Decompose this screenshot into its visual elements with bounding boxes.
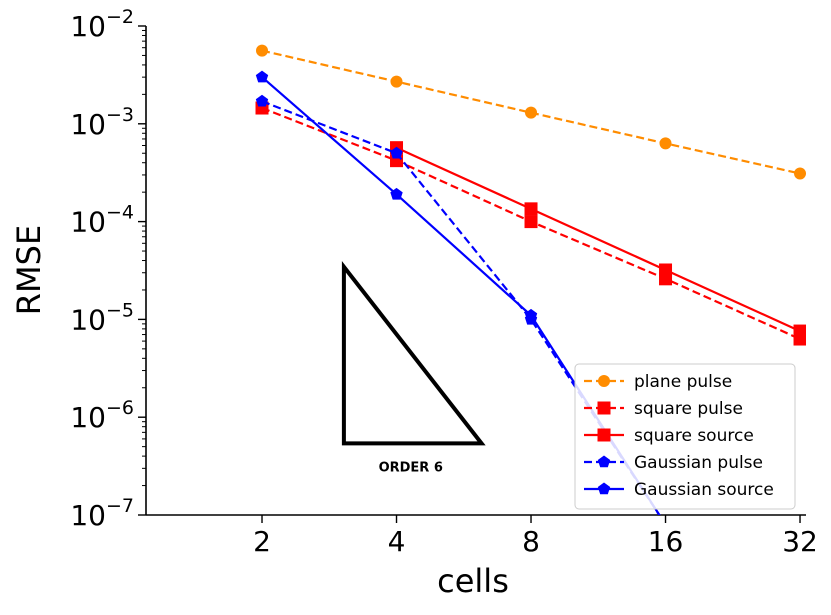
order-annotation: ORDER 6: [341, 260, 486, 475]
x-tick-label: 8: [522, 525, 540, 558]
data-point: [524, 202, 538, 216]
data-point: [390, 187, 403, 200]
series-plane-pulse: [256, 44, 806, 180]
y-tick-base: 10: [70, 10, 106, 43]
y-tick-base: 10: [70, 303, 106, 336]
y-tick-exponent: −5: [106, 299, 134, 321]
legend-marker: [597, 428, 611, 442]
y-tick-base: 10: [70, 206, 106, 239]
legend-marker: [597, 401, 611, 415]
y-tick-label: 10−2: [70, 6, 134, 43]
data-point: [255, 70, 269, 83]
legend-item: Gaussian pulse: [584, 453, 763, 473]
y-tick-base: 10: [70, 108, 106, 141]
x-tick-label: 32: [782, 525, 818, 558]
data-point: [256, 44, 269, 57]
legend-label: square source: [634, 426, 754, 446]
x-tick-label: 16: [648, 525, 684, 558]
data-point: [524, 215, 538, 229]
y-tick-exponent: −4: [106, 202, 134, 224]
y-tick-exponent: −7: [106, 495, 134, 517]
order-label: ORDER 6: [379, 460, 443, 475]
y-tick-label: 10−5: [70, 299, 134, 336]
y-tick-base: 10: [70, 401, 106, 434]
data-point: [793, 324, 806, 338]
data-point: [525, 106, 538, 119]
axes: 10−210−310−410−510−610−72 4 8 16 32: [70, 6, 818, 558]
data-point: [524, 308, 538, 321]
data-point: [659, 263, 673, 277]
legend-label: square pulse: [634, 399, 743, 419]
legend-box: [574, 363, 796, 510]
y-tick-exponent: −3: [106, 104, 134, 126]
series-line: [396, 146, 801, 333]
y-tick-label: 10−7: [70, 495, 134, 532]
legend-item: Gaussian source: [584, 480, 774, 500]
legend-label: Gaussian pulse: [634, 453, 763, 473]
data-point: [390, 146, 403, 159]
data-point: [794, 167, 806, 180]
legend-marker: [597, 455, 611, 468]
y-tick-label: 10−4: [70, 202, 134, 239]
legend: plane pulse square pulse square source Gaus…: [574, 363, 796, 510]
y-tick-exponent: −2: [106, 6, 134, 28]
y-tick-exponent: −6: [106, 397, 134, 419]
y-axis-label: RMSE: [10, 225, 48, 315]
legend-marker: [597, 482, 611, 495]
data-point: [659, 137, 672, 150]
y-tick-label: 10−6: [70, 397, 134, 434]
data-point: [390, 75, 403, 88]
legend-label: Gaussian source: [634, 480, 774, 500]
series-square-source: [390, 141, 806, 338]
x-tick-label: 4: [388, 525, 406, 558]
legend-item: plane pulse: [584, 372, 732, 392]
y-tick-base: 10: [70, 499, 106, 532]
legend-item: square pulse: [584, 399, 743, 419]
y-tick-label: 10−3: [70, 104, 134, 141]
x-axis-label: cells: [437, 562, 509, 600]
legend-label: plane pulse: [634, 372, 732, 392]
data-point: [255, 94, 269, 107]
legend-item: square source: [584, 426, 754, 446]
legend-marker: [598, 375, 610, 387]
x-tick-label: 2: [253, 525, 271, 558]
order-triangle: [341, 260, 486, 446]
